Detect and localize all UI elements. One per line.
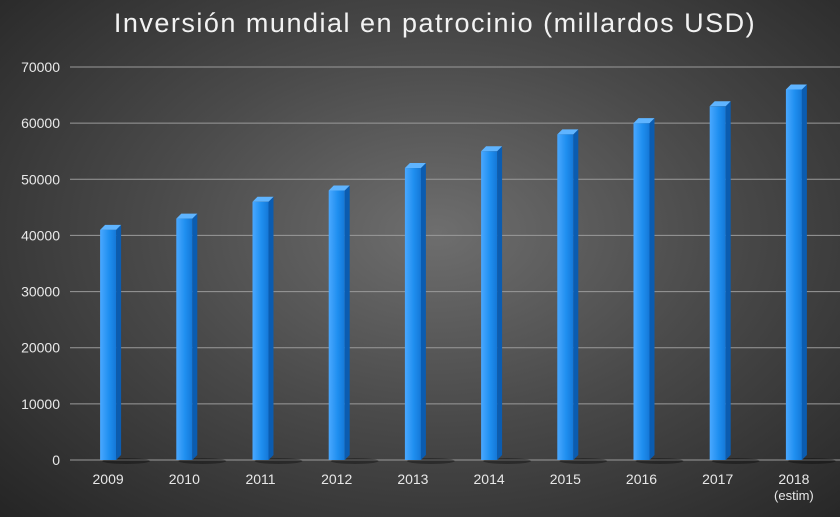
y-tick-label: 30000	[21, 284, 60, 300]
bar-shadows	[102, 458, 836, 464]
bar-2018	[785, 84, 807, 460]
y-tick-label: 70000	[21, 59, 60, 75]
bar-front	[100, 229, 117, 460]
bar-front	[709, 106, 726, 461]
y-axis-ticks: 0 10000 20000 30000 40000 50000 60000 70000	[21, 59, 60, 468]
bar-top	[633, 118, 655, 124]
bar-side	[420, 163, 426, 461]
bar-top	[557, 129, 579, 135]
y-tick-label: 20000	[21, 340, 60, 356]
bar-top	[404, 163, 426, 169]
x-tick-label: 2009	[93, 471, 124, 487]
bar-top	[100, 224, 122, 230]
bar-front	[404, 168, 421, 461]
bar-side	[116, 224, 122, 460]
bars	[100, 84, 807, 461]
x-tick-label: 2017	[702, 471, 733, 487]
bar-2012	[328, 185, 350, 460]
y-tick-label: 50000	[21, 171, 60, 187]
y-tick-label: 0	[52, 452, 60, 468]
bar-top	[176, 213, 198, 219]
bar-2010	[176, 213, 198, 460]
bar-side	[573, 129, 579, 460]
bar-2011	[252, 196, 274, 460]
x-tick-label: 2018	[778, 471, 809, 487]
x-tick-label: 2016	[626, 471, 657, 487]
y-tick-label: 40000	[21, 227, 60, 243]
bar-top	[328, 185, 350, 191]
bar-side	[801, 84, 807, 460]
x-tick-label: 2014	[474, 471, 505, 487]
bar-front	[785, 89, 802, 460]
y-tick-label: 10000	[21, 396, 60, 412]
bar-2015	[557, 129, 579, 460]
bar-side	[649, 118, 655, 461]
bar-front	[481, 151, 498, 460]
x-tick-sublabel: (estim)	[774, 488, 814, 503]
bar-side	[268, 196, 274, 460]
bar-side	[192, 213, 198, 460]
bar-2014	[481, 146, 503, 460]
bar-front	[252, 201, 269, 460]
bar-front	[328, 190, 345, 460]
bar-side	[344, 185, 350, 460]
bar-top	[481, 146, 503, 152]
bar-top	[252, 196, 274, 202]
x-tick-label: 2012	[321, 471, 352, 487]
bar-top	[709, 101, 731, 107]
x-tick-label: 2015	[550, 471, 581, 487]
bar-side	[497, 146, 503, 460]
y-tick-label: 60000	[21, 115, 60, 131]
bar-front	[176, 218, 193, 460]
x-axis-ticks: 2009 2010 2011 2012 2013 2014 2015 2016 2017 2018…	[93, 471, 814, 503]
x-tick-label: 2013	[397, 471, 428, 487]
bar-2013	[404, 163, 426, 461]
x-tick-label: 2010	[169, 471, 200, 487]
chart-title: Inversión mundial en patrocinio (millard…	[113, 8, 757, 38]
bar-side	[725, 101, 731, 461]
bar-top	[785, 84, 807, 90]
bar-2009	[100, 224, 122, 460]
x-tick-label: 2011	[245, 471, 275, 487]
bar-2017	[709, 101, 731, 461]
bar-front	[633, 123, 650, 461]
bar-front	[557, 134, 574, 460]
bar-2016	[633, 118, 655, 461]
